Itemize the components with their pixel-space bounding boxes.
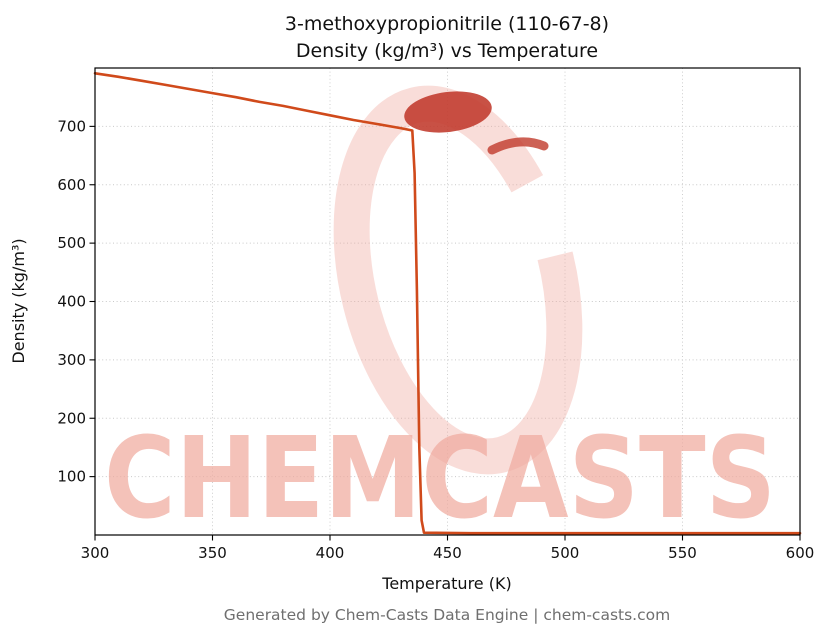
y-tick-label: 400 [57,293,86,311]
x-tick-label: 500 [551,544,580,562]
watermark: CHEMCASTS [104,85,776,544]
y-tick-label: 200 [57,409,86,427]
x-tick-label: 450 [433,544,462,562]
watermark-text: CHEMCASTS [104,414,776,544]
y-axis-label: Density (kg/m³) [9,238,28,363]
y-tick-label: 500 [57,234,86,252]
x-axis-label: Temperature (K) [381,574,511,593]
x-tick-label: 300 [81,544,110,562]
x-tick-label: 550 [668,544,697,562]
chart-title-line1: 3-methoxypropionitrile (110-67-8) [285,13,609,35]
tick-layer: 300 350 400 450 500 550 600 100 200 300 400 500 600 7… [57,117,814,562]
x-tick-label: 600 [786,544,815,562]
density-line [93,72,802,535]
chart-title-line2: Density (kg/m³) vs Temperature [296,40,598,62]
series-layer [93,72,802,535]
footer-credit: Generated by Chem-Casts Data Engine | ch… [224,606,670,624]
watermark-brushstroke-icon [487,137,549,155]
y-tick-label: 600 [57,176,86,194]
x-tick-label: 350 [198,544,227,562]
x-tick-label: 400 [316,544,345,562]
y-tick-label: 300 [57,351,86,369]
y-tick-label: 700 [57,117,86,135]
y-tick-label: 100 [57,468,86,486]
watermark-blob-icon [404,91,492,133]
